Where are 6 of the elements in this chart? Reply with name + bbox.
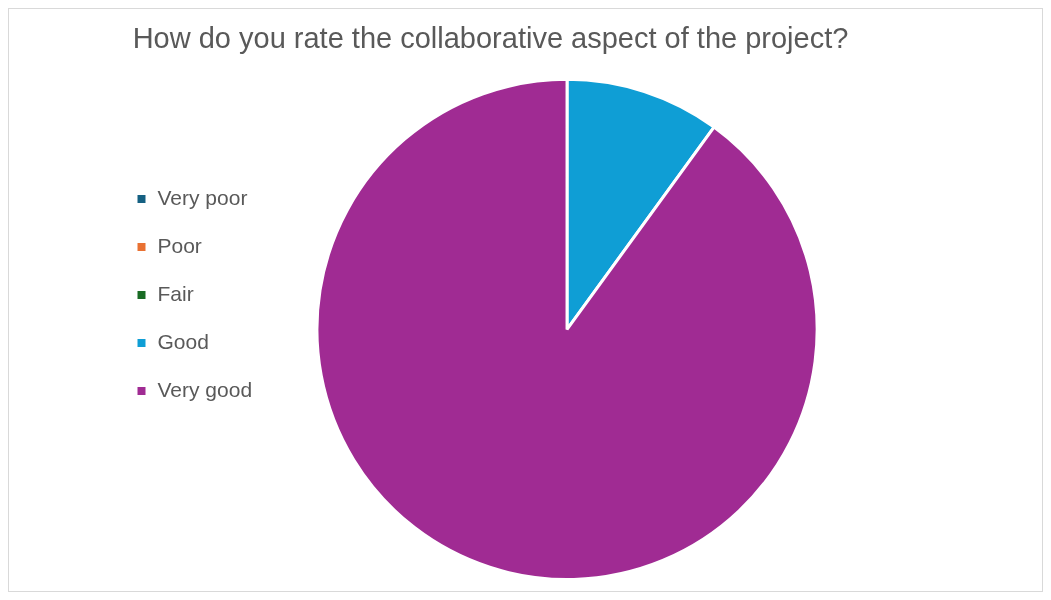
- legend-label: Fair: [157, 281, 194, 305]
- legend-label: Very good: [157, 377, 253, 401]
- legend-label: Good: [157, 329, 209, 353]
- legend-label: Poor: [157, 233, 202, 257]
- legend-label: Very poor: [157, 185, 248, 209]
- chart-title: How do you rate the collaborative aspect of the project?: [132, 22, 849, 55]
